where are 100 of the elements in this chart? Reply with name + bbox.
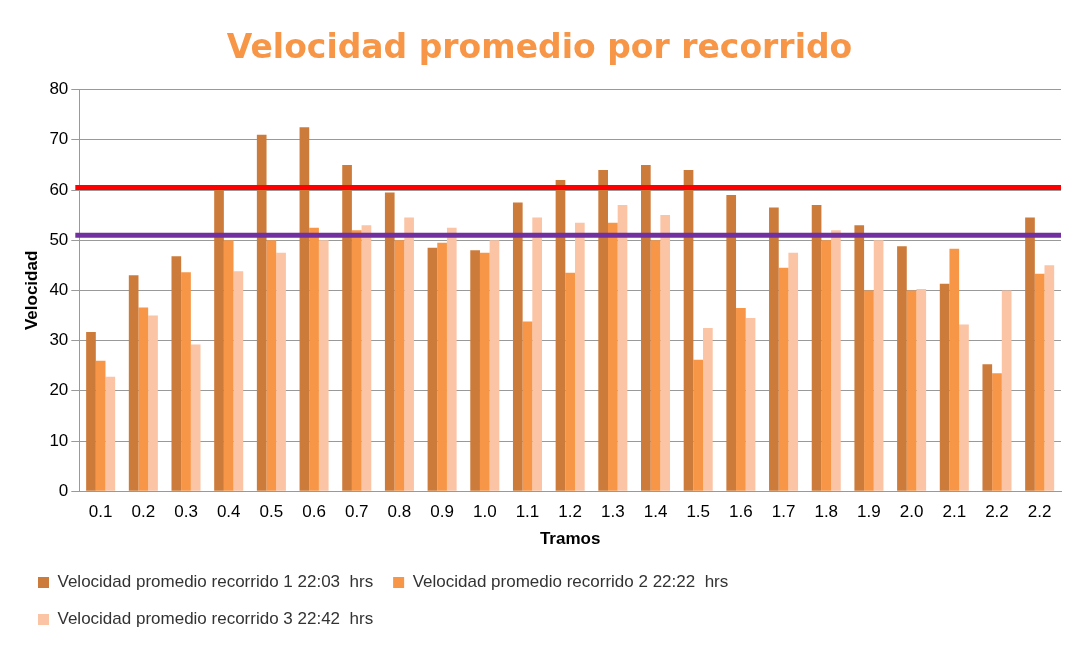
bar bbox=[299, 127, 310, 491]
x-tick-label: 2.0 bbox=[899, 502, 924, 522]
y-tick-label: 50 bbox=[49, 229, 69, 249]
x-tick-label: 1.0 bbox=[472, 502, 497, 522]
bar bbox=[404, 217, 414, 491]
bar bbox=[532, 217, 542, 491]
bar bbox=[479, 252, 490, 491]
bar bbox=[318, 240, 329, 491]
bar bbox=[608, 222, 618, 491]
x-tick-label: 1.5 bbox=[686, 502, 711, 522]
bar bbox=[223, 240, 234, 491]
bar bbox=[489, 240, 500, 491]
bar bbox=[437, 242, 447, 491]
bar bbox=[745, 318, 756, 491]
bar bbox=[361, 225, 372, 491]
bar bbox=[214, 190, 224, 491]
x-tick-label: 0.4 bbox=[216, 502, 241, 522]
bar bbox=[831, 230, 841, 491]
x-tick-label: 0.2 bbox=[131, 502, 156, 522]
y-tick-label: 0 bbox=[58, 480, 69, 500]
bar bbox=[427, 247, 438, 491]
y-tick-label: 10 bbox=[49, 430, 69, 450]
x-axis-title: Tramos bbox=[539, 529, 601, 549]
y-tick-label: 40 bbox=[49, 280, 69, 300]
x-tick-label: 1.8 bbox=[814, 502, 839, 522]
x-tick-label: 1.7 bbox=[771, 502, 796, 522]
bar bbox=[949, 248, 960, 491]
legend-label: Velocidad promedio recorrido 1 22:03 hrs bbox=[57, 572, 374, 592]
bar bbox=[854, 225, 865, 491]
x-tick-label: 1.6 bbox=[729, 502, 753, 522]
bar bbox=[446, 227, 457, 491]
bar bbox=[598, 169, 608, 491]
x-tick-label: 1.3 bbox=[601, 502, 625, 522]
bar bbox=[276, 252, 286, 491]
bar bbox=[703, 328, 713, 491]
bar bbox=[266, 240, 277, 491]
bar bbox=[906, 290, 917, 491]
bar bbox=[522, 321, 533, 491]
bar bbox=[788, 252, 799, 491]
bar bbox=[351, 230, 362, 491]
bar bbox=[726, 195, 737, 491]
x-tick-label: 1.2 bbox=[558, 502, 582, 522]
bar bbox=[959, 324, 969, 491]
bar bbox=[650, 240, 661, 491]
bar bbox=[873, 240, 884, 491]
x-tick-label: 2.1 bbox=[942, 502, 967, 522]
bar bbox=[233, 271, 244, 491]
x-tick-label: 0.1 bbox=[88, 502, 113, 522]
bar bbox=[769, 207, 779, 491]
bar bbox=[821, 240, 832, 491]
bar bbox=[641, 164, 651, 491]
x-tick-label: 2.2 bbox=[985, 502, 1009, 522]
bar bbox=[683, 169, 694, 491]
bar bbox=[693, 359, 704, 491]
y-tick-label: 70 bbox=[49, 129, 69, 149]
bar bbox=[86, 332, 96, 491]
bar bbox=[128, 275, 139, 491]
bar bbox=[342, 164, 352, 491]
y-tick-label: 30 bbox=[49, 330, 69, 350]
bar bbox=[384, 192, 395, 491]
y-tick-label: 60 bbox=[49, 179, 69, 199]
x-tick-label: 0.9 bbox=[430, 502, 454, 522]
bar bbox=[190, 344, 201, 491]
bar bbox=[555, 179, 566, 491]
bar bbox=[736, 307, 746, 491]
bar bbox=[105, 376, 116, 491]
bar bbox=[992, 373, 1002, 491]
bar bbox=[660, 215, 671, 491]
bar bbox=[1001, 290, 1012, 491]
bar bbox=[171, 256, 182, 491]
bar bbox=[394, 240, 405, 491]
bar bbox=[1025, 217, 1035, 491]
x-tick-label: 0.7 bbox=[344, 502, 369, 522]
bar bbox=[864, 290, 874, 491]
y-axis-title: Velocidad bbox=[21, 250, 41, 331]
x-tick-label: 1.4 bbox=[643, 502, 668, 522]
bar bbox=[512, 202, 523, 491]
x-tick-label: 1.1 bbox=[515, 502, 540, 522]
x-tick-label: 2.2 bbox=[1027, 502, 1052, 522]
legend-label: Velocidad promedio recorrido 3 22:42 hrs bbox=[57, 609, 374, 629]
bar bbox=[148, 315, 158, 491]
bar bbox=[574, 222, 585, 491]
bar bbox=[778, 267, 789, 491]
bar bbox=[916, 288, 927, 491]
bar bbox=[256, 134, 267, 491]
x-tick-label: 0.8 bbox=[387, 502, 412, 522]
x-tick-label: 0.6 bbox=[302, 502, 326, 522]
y-tick-label: 20 bbox=[49, 380, 69, 400]
bar bbox=[565, 272, 575, 491]
bar bbox=[470, 250, 480, 491]
bar bbox=[617, 205, 628, 491]
bar bbox=[1034, 273, 1045, 491]
x-tick-label: 0.5 bbox=[259, 502, 284, 522]
bar bbox=[811, 205, 822, 491]
x-tick-label: 0.3 bbox=[174, 502, 198, 522]
bar bbox=[309, 227, 319, 491]
y-tick-label: 80 bbox=[49, 79, 69, 99]
x-tick-label: 1.9 bbox=[857, 502, 881, 522]
bar bbox=[95, 360, 106, 491]
chart-title: Velocidad promedio por recorrido bbox=[226, 27, 853, 67]
